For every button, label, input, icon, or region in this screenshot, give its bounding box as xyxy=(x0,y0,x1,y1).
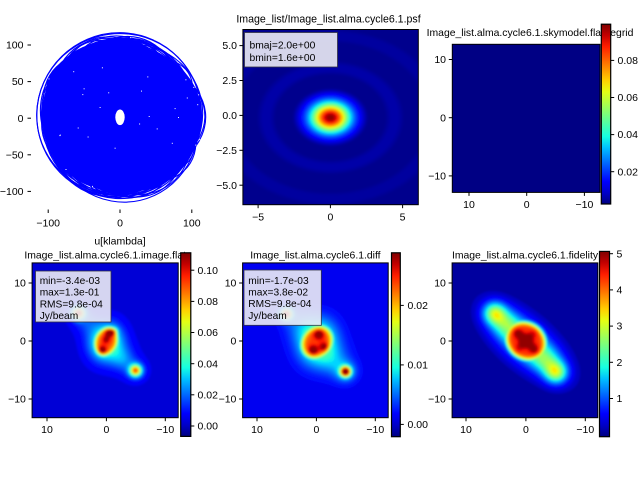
svg-text:5.0: 5.0 xyxy=(222,40,237,52)
svg-text:10: 10 xyxy=(434,54,446,66)
svg-text:0.00: 0.00 xyxy=(408,419,429,431)
svg-text:Jy/beam: Jy/beam xyxy=(248,311,287,322)
svg-text:−100: −100 xyxy=(0,186,24,198)
svg-text:0.02: 0.02 xyxy=(408,300,429,312)
svg-text:0.08: 0.08 xyxy=(618,55,639,67)
svg-text:Image_list/Image_list.alma.cyc: Image_list/Image_list.alma.cycle6.1.psf xyxy=(236,14,420,26)
svg-text:0: 0 xyxy=(440,112,446,124)
svg-text:0: 0 xyxy=(313,424,319,436)
svg-text:−10: −10 xyxy=(219,394,237,406)
svg-text:3: 3 xyxy=(617,321,623,333)
svg-text:10: 10 xyxy=(460,424,472,436)
svg-text:min=-3.4e-03: min=-3.4e-03 xyxy=(40,276,101,287)
svg-text:5: 5 xyxy=(400,211,406,223)
svg-text:0.0: 0.0 xyxy=(222,110,237,122)
svg-text:RMS=9.8e-04: RMS=9.8e-04 xyxy=(40,299,103,310)
svg-text:0.00: 0.00 xyxy=(198,421,219,433)
svg-text:−2.5: −2.5 xyxy=(216,145,237,157)
svg-text:bmin=1.6e+00: bmin=1.6e+00 xyxy=(250,53,316,64)
svg-text:1: 1 xyxy=(617,393,623,405)
svg-text:−50: −50 xyxy=(6,149,24,161)
svg-text:0: 0 xyxy=(327,211,333,223)
svg-text:0.04: 0.04 xyxy=(618,129,639,141)
svg-text:10: 10 xyxy=(463,199,475,211)
svg-text:0: 0 xyxy=(523,424,529,436)
svg-text:−10: −10 xyxy=(428,171,446,183)
svg-text:min=-1.7e-03: min=-1.7e-03 xyxy=(248,276,309,287)
svg-text:Image_list.alma.cycle6.1.skymo: Image_list.alma.cycle6.1.skymodel.flat.r… xyxy=(427,28,634,39)
svg-text:−100: −100 xyxy=(36,217,60,229)
svg-text:10: 10 xyxy=(14,278,26,290)
svg-text:0.06: 0.06 xyxy=(198,327,219,339)
svg-text:u[klambda]: u[klambda] xyxy=(94,235,145,247)
svg-text:Image_list.alma.cycle6.1.image: Image_list.alma.cycle6.1.image.flat xyxy=(24,250,186,261)
svg-text:0.08: 0.08 xyxy=(198,296,219,308)
svg-text:Jy/beam: Jy/beam xyxy=(40,311,79,322)
svg-text:10: 10 xyxy=(225,278,237,290)
svg-text:max=3.8e-02: max=3.8e-02 xyxy=(248,288,308,299)
svg-text:0: 0 xyxy=(117,217,123,229)
svg-text:10: 10 xyxy=(434,278,446,290)
svg-text:0.02: 0.02 xyxy=(618,166,639,178)
svg-text:0.01: 0.01 xyxy=(408,360,429,372)
svg-text:−10: −10 xyxy=(576,424,594,436)
svg-text:50: 50 xyxy=(12,76,24,88)
svg-text:−5.0: −5.0 xyxy=(216,180,237,192)
svg-text:−10: −10 xyxy=(8,394,26,406)
svg-text:2.5: 2.5 xyxy=(222,75,237,87)
svg-text:0: 0 xyxy=(524,199,530,211)
svg-text:0.10: 0.10 xyxy=(198,265,219,277)
svg-text:4: 4 xyxy=(617,285,623,297)
svg-text:bmaj=2.0e+00: bmaj=2.0e+00 xyxy=(250,40,316,51)
svg-text:−10: −10 xyxy=(428,394,446,406)
svg-text:0: 0 xyxy=(440,336,446,348)
svg-text:Image_list.alma.cycle6.1.diff: Image_list.alma.cycle6.1.diff xyxy=(250,250,380,261)
svg-text:0: 0 xyxy=(231,336,237,348)
svg-text:Image_list.alma.cycle6.1.fidel: Image_list.alma.cycle6.1.fidelity xyxy=(452,250,599,261)
svg-text:max=1.3e-01: max=1.3e-01 xyxy=(40,288,100,299)
svg-text:−5: −5 xyxy=(252,211,264,223)
svg-text:2: 2 xyxy=(617,357,623,369)
svg-text:−10: −10 xyxy=(366,424,384,436)
svg-text:10: 10 xyxy=(251,424,263,436)
svg-text:−10: −10 xyxy=(575,199,593,211)
svg-text:0.02: 0.02 xyxy=(198,389,219,401)
svg-text:0: 0 xyxy=(103,424,109,436)
svg-text:0: 0 xyxy=(20,336,26,348)
svg-text:0.06: 0.06 xyxy=(618,92,639,104)
svg-text:RMS=9.8e-04: RMS=9.8e-04 xyxy=(248,299,311,310)
svg-text:0: 0 xyxy=(18,113,24,125)
svg-text:−10: −10 xyxy=(156,424,174,436)
svg-text:5: 5 xyxy=(617,248,623,260)
svg-text:10: 10 xyxy=(41,424,53,436)
svg-text:0.04: 0.04 xyxy=(198,358,219,370)
svg-text:100: 100 xyxy=(183,217,201,229)
svg-text:100: 100 xyxy=(6,40,24,52)
